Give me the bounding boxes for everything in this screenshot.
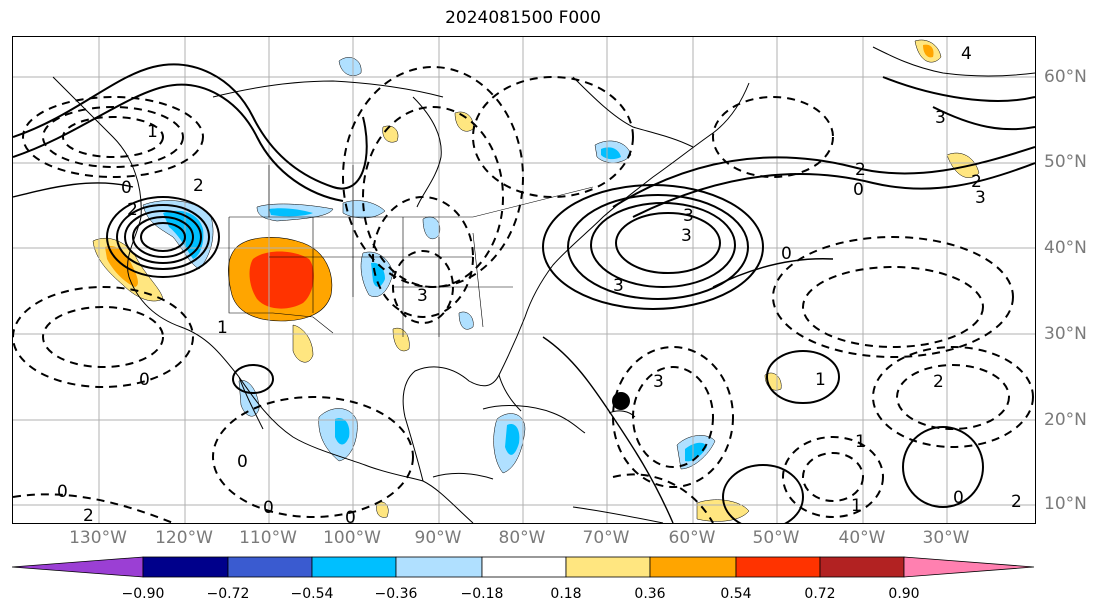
contour-label: 2 — [83, 506, 94, 523]
colorbar-segment — [649, 556, 737, 578]
coastlines — [52, 46, 1035, 523]
graticule — [13, 37, 1035, 523]
contour-label: 3 — [417, 286, 428, 306]
lat-label-40n: 40°N — [1044, 238, 1087, 258]
contour-label: 1 — [217, 318, 228, 338]
negative-anomaly-gulf — [458, 311, 474, 330]
colorbar-tick-label: −0.18 — [460, 586, 504, 602]
storm-center-marker — [612, 392, 630, 410]
colorbar-segment — [481, 556, 567, 578]
contour-label: 4 — [961, 44, 972, 64]
contour-label: 0 — [853, 180, 864, 200]
contour-label: 2 — [971, 172, 982, 192]
negative-anomaly-pacific-low-core — [163, 210, 204, 259]
contour-label: 3 — [613, 276, 624, 296]
zero-contours — [13, 182, 834, 523]
colorbar-segment — [903, 556, 1035, 578]
lat-label-50n: 50°N — [1044, 152, 1087, 172]
negative-anomaly-plains-core — [269, 208, 313, 217]
negative-contours — [13, 66, 1034, 523]
positive-anomaly-mid-atlantic — [946, 152, 980, 178]
lon-label-40w: 40°W — [838, 528, 886, 548]
colorbar-tick-label: −0.90 — [121, 586, 165, 602]
contour-label: 1 — [855, 432, 866, 452]
colorbar-segment — [735, 556, 821, 578]
positive-contours — [13, 63, 1035, 523]
contour-label: 0 — [345, 508, 356, 523]
contour-label: 0 — [263, 498, 274, 518]
colorbar-segment — [311, 556, 397, 578]
colorbar-tick-label: −0.54 — [290, 586, 334, 602]
lon-label-50w: 50°W — [752, 528, 800, 548]
contour-label: 2 — [1011, 492, 1022, 512]
contour-label: 2 — [193, 176, 204, 196]
colorbar-tick-label: 0.18 — [550, 586, 582, 602]
contour-label: 3 — [935, 108, 946, 128]
shaded-regions — [92, 39, 980, 522]
colorbar-tick-label: 0.54 — [720, 586, 752, 602]
colorbar-segment — [227, 556, 313, 578]
contour-label: 2 — [933, 372, 944, 392]
colorbar-segment — [12, 556, 144, 578]
lat-label-30n: 30°N — [1044, 324, 1087, 344]
colorbar-tick-label: 0.72 — [804, 586, 836, 602]
colorbar-tick-label: 0.36 — [634, 586, 666, 602]
lon-label-70w: 70°W — [582, 528, 630, 548]
lon-label-80w: 80°W — [498, 528, 546, 548]
colorbar-segment — [819, 556, 905, 578]
lat-label-20n: 20°N — [1044, 410, 1087, 430]
negative-anomaly-caribbean-core — [505, 423, 520, 455]
contour-label-group: 0 2 2 1 3 3 3 3 0 0 2 3 2 3 4 1 1 3 0 2 … — [57, 44, 1022, 523]
contour-label: 3 — [683, 206, 694, 226]
map-title: 2024081500 F000 — [445, 8, 601, 28]
lat-label-60n: 60°N — [1044, 67, 1087, 87]
colorbar-segment — [142, 556, 229, 578]
negative-anomaly-mexico-pacific-core — [335, 418, 350, 445]
contour-label: 1 — [147, 122, 158, 142]
contour-label: 0 — [237, 452, 248, 472]
colorbar-tick-label: −0.72 — [206, 586, 250, 602]
contour-label: 3 — [653, 372, 664, 392]
negative-anomaly-hudson — [338, 57, 362, 76]
contour-label: 0 — [781, 244, 792, 264]
contour-label: 1 — [851, 496, 862, 516]
positive-anomaly-greenland-core — [923, 44, 934, 58]
contour-label: 0 — [953, 488, 964, 508]
contour-label: 0 — [121, 178, 132, 198]
colorbar — [12, 556, 1035, 578]
contour-label: 2 — [127, 200, 138, 220]
map-svg: 0 2 2 1 3 3 3 3 0 0 2 3 2 3 4 1 1 3 0 2 … — [13, 37, 1035, 523]
negative-anomaly-canada-core — [601, 147, 621, 160]
lon-label-90w: 90°W — [414, 528, 462, 548]
contour-label: 3 — [681, 226, 692, 246]
map-panel: 0 2 2 1 3 3 3 3 0 0 2 3 2 3 4 1 1 3 0 2 … — [12, 36, 1036, 524]
lat-label-10n: 10°N — [1044, 494, 1087, 514]
colorbar-tick-label: 0.90 — [888, 586, 920, 602]
colorbar-segment — [565, 556, 651, 578]
positive-anomaly-pacific-small — [376, 501, 389, 518]
negative-anomaly-atlantic-core — [685, 442, 707, 462]
lon-label-60w: 60°W — [668, 528, 716, 548]
positive-anomaly-gulf-coast — [392, 327, 410, 352]
lon-label-110w: 110°W — [239, 528, 297, 548]
contour-label: 1 — [815, 370, 826, 390]
lon-label-120w: 120°W — [155, 528, 213, 548]
contour-label: 0 — [57, 482, 68, 502]
lon-label-100w: 100°W — [323, 528, 381, 548]
contour-label: 3 — [975, 188, 986, 208]
negative-anomaly-ohio — [422, 216, 441, 239]
lon-label-130w: 130°W — [69, 528, 127, 548]
contour-label: 2 — [855, 160, 866, 180]
positive-anomaly-hudson-east — [382, 125, 399, 143]
positive-anomaly-labrador — [454, 111, 474, 132]
positive-anomaly-southwest-fringe — [292, 324, 314, 363]
colorbar-segment — [395, 556, 483, 578]
contour-label: 0 — [139, 370, 150, 390]
colorbar-segments — [12, 556, 1035, 578]
strong-positive-core — [249, 251, 314, 309]
colorbar-tick-label: −0.36 — [374, 586, 418, 602]
lon-label-30w: 30°W — [922, 528, 970, 548]
